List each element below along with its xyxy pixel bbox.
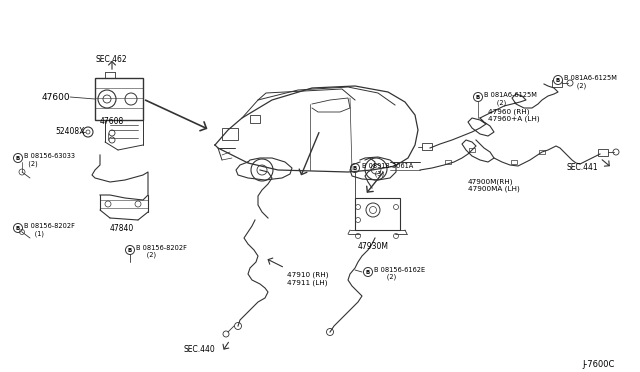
Text: 47608: 47608 bbox=[100, 117, 124, 126]
Text: 47840: 47840 bbox=[110, 224, 134, 233]
Text: B 08156-6162E
      (2): B 08156-6162E (2) bbox=[374, 267, 425, 280]
Circle shape bbox=[351, 164, 360, 173]
Text: B 08156-8202F
     (2): B 08156-8202F (2) bbox=[136, 245, 187, 259]
Bar bbox=[250, 115, 260, 123]
Circle shape bbox=[13, 154, 22, 163]
Text: 47910 (RH)
47911 (LH): 47910 (RH) 47911 (LH) bbox=[287, 272, 328, 286]
Bar bbox=[222, 128, 238, 140]
Text: SEC.441: SEC.441 bbox=[566, 163, 598, 172]
Text: 47930M: 47930M bbox=[358, 242, 389, 251]
Text: B 081A6-6125M
      (2): B 081A6-6125M (2) bbox=[484, 92, 537, 106]
Bar bbox=[422, 143, 432, 150]
Text: B: B bbox=[16, 225, 20, 231]
Circle shape bbox=[474, 93, 483, 102]
Circle shape bbox=[125, 246, 134, 254]
Text: B 08156-8202F
     (1): B 08156-8202F (1) bbox=[24, 223, 75, 237]
Bar bbox=[95, 78, 143, 120]
Bar bbox=[355, 198, 400, 230]
Text: B: B bbox=[353, 166, 357, 170]
Text: J-7600C: J-7600C bbox=[582, 360, 614, 369]
Text: 47960 (RH)
47960+A (LH): 47960 (RH) 47960+A (LH) bbox=[488, 108, 540, 122]
Text: 52408X: 52408X bbox=[55, 127, 84, 136]
Text: 47900M(RH)
47900MA (LH): 47900M(RH) 47900MA (LH) bbox=[468, 178, 520, 192]
Text: B: B bbox=[16, 155, 20, 160]
Circle shape bbox=[554, 76, 563, 84]
Text: B 081A6-6125M
      (2): B 081A6-6125M (2) bbox=[564, 75, 617, 89]
Text: B 08918-3061A
      (3): B 08918-3061A (3) bbox=[362, 163, 413, 176]
Bar bbox=[511, 160, 517, 164]
Bar bbox=[539, 150, 545, 154]
Text: B: B bbox=[128, 247, 132, 253]
Circle shape bbox=[13, 224, 22, 232]
Bar bbox=[552, 80, 562, 87]
Text: 47600: 47600 bbox=[42, 93, 70, 102]
Circle shape bbox=[364, 267, 372, 276]
Text: SEC.440: SEC.440 bbox=[183, 345, 215, 354]
Bar bbox=[598, 149, 608, 156]
Text: B: B bbox=[366, 269, 370, 275]
Bar bbox=[469, 148, 475, 152]
Text: B: B bbox=[476, 94, 480, 99]
Text: SEC.462: SEC.462 bbox=[95, 55, 127, 64]
Text: B: B bbox=[556, 77, 560, 83]
Bar bbox=[445, 160, 451, 164]
Text: B 08156-63033
  (2): B 08156-63033 (2) bbox=[24, 153, 75, 167]
